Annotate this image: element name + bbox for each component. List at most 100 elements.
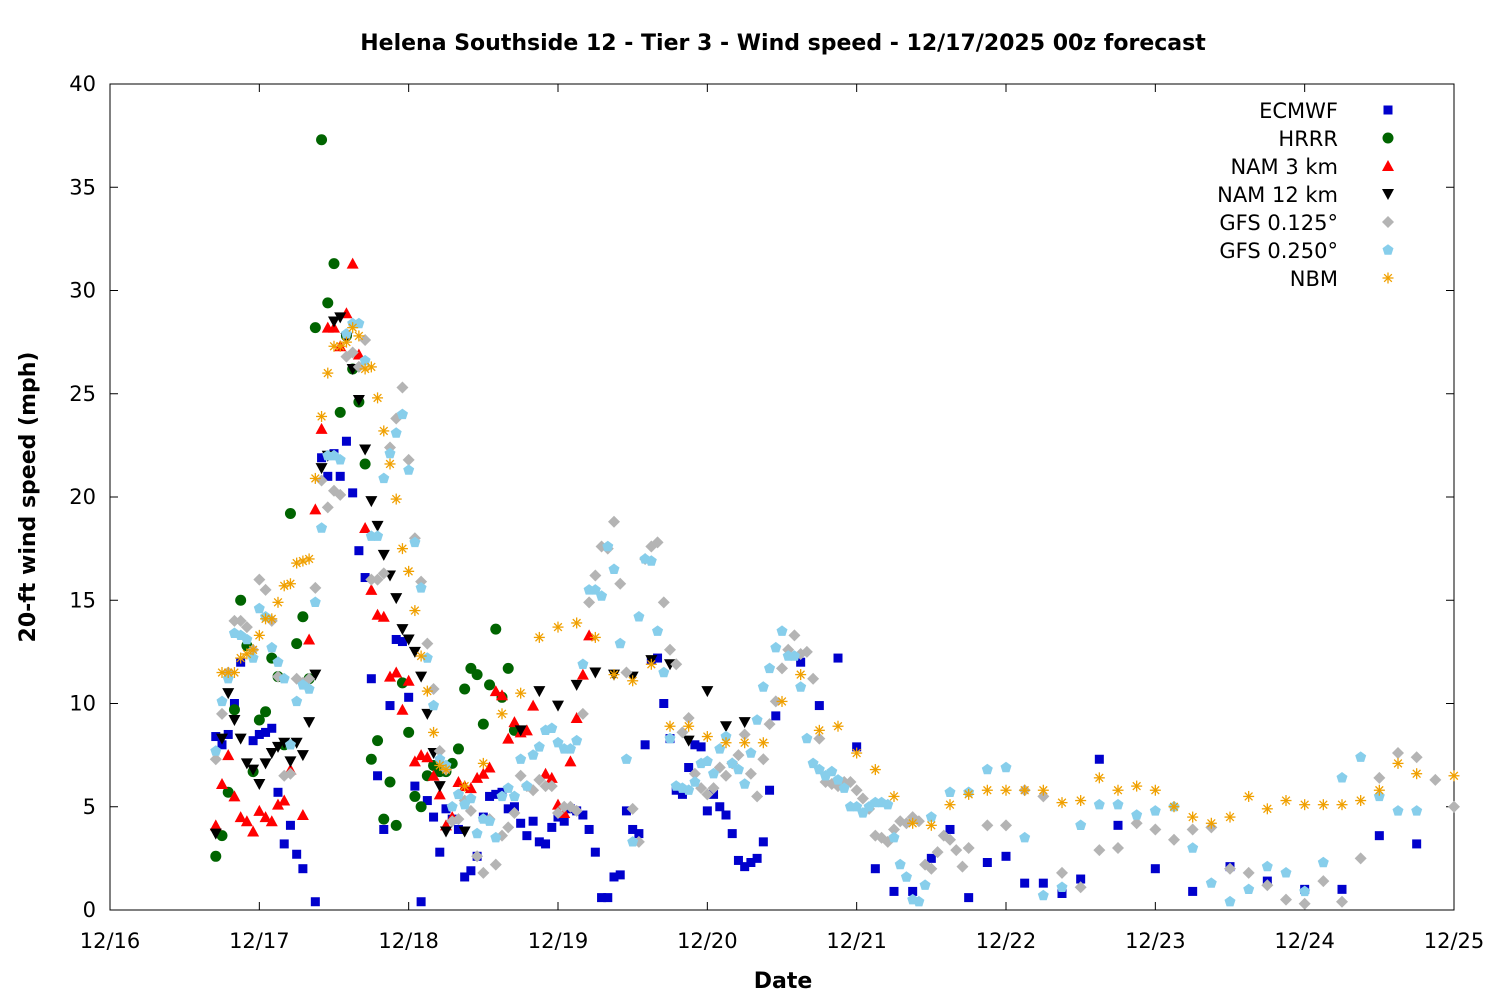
- data-point: [764, 662, 776, 674]
- data-point: [981, 819, 994, 832]
- legend-label: GFS 0.125°: [1219, 211, 1338, 235]
- data-point: [228, 790, 241, 802]
- data-point: [477, 767, 490, 779]
- data-point: [732, 749, 745, 762]
- data-point: [1299, 799, 1311, 811]
- data-point: [795, 669, 807, 681]
- data-point: [776, 625, 788, 636]
- data-point: [328, 258, 340, 270]
- data-point: [626, 802, 639, 815]
- data-point: [533, 631, 545, 643]
- data-point: [925, 811, 937, 822]
- data-point: [962, 842, 975, 855]
- data-point: [690, 740, 700, 750]
- data-point: [377, 610, 390, 622]
- data-point: [583, 596, 596, 609]
- data-point: [726, 757, 738, 769]
- series-hrrr: [210, 134, 520, 862]
- data-point: [1224, 862, 1236, 875]
- data-point: [378, 472, 390, 484]
- data-point: [615, 870, 625, 880]
- data-point: [428, 699, 440, 711]
- data-point: [576, 707, 589, 720]
- data-point: [322, 367, 334, 379]
- data-point: [926, 853, 936, 863]
- data-point: [466, 866, 476, 876]
- data-point: [1038, 878, 1048, 888]
- data-point: [850, 784, 863, 797]
- y-axis-label: 20-ft wind speed (mph): [16, 352, 41, 643]
- data-point: [267, 723, 277, 733]
- data-point: [807, 757, 819, 769]
- data-point: [1020, 878, 1030, 888]
- data-point: [739, 737, 751, 749]
- data-point: [688, 767, 701, 780]
- data-point: [1112, 842, 1124, 855]
- data-point: [795, 681, 807, 692]
- data-point: [396, 703, 409, 715]
- data-point: [570, 804, 583, 817]
- data-point: [628, 824, 638, 834]
- data-point: [1188, 886, 1198, 896]
- data-point: [235, 652, 247, 664]
- data-point: [720, 737, 732, 749]
- data-point: [209, 819, 222, 831]
- data-point: [303, 683, 315, 694]
- data-point: [335, 471, 345, 481]
- data-point: [396, 381, 409, 394]
- data-point: [483, 761, 496, 773]
- data-point: [826, 765, 838, 777]
- data-point: [272, 741, 284, 753]
- data-point: [869, 764, 881, 776]
- data-point: [738, 717, 751, 729]
- data-point: [851, 801, 863, 812]
- data-point: [460, 872, 470, 882]
- data-point: [558, 800, 571, 813]
- data-point: [1373, 771, 1386, 784]
- data-point: [701, 755, 713, 766]
- data-point: [229, 699, 239, 708]
- data-point: [247, 652, 259, 663]
- data-point: [421, 751, 434, 763]
- data-point: [365, 361, 377, 373]
- data-point: [296, 750, 309, 762]
- legend-marker: [1383, 105, 1393, 115]
- data-point: [720, 730, 732, 742]
- data-point: [627, 836, 639, 847]
- data-point: [1317, 856, 1329, 868]
- data-point: [222, 749, 235, 761]
- data-point: [440, 826, 452, 838]
- data-point: [658, 666, 670, 678]
- data-point: [291, 695, 303, 707]
- data-point: [746, 858, 756, 868]
- data-point: [315, 463, 328, 475]
- data-point: [944, 833, 956, 846]
- data-point: [415, 671, 428, 683]
- data-point: [266, 641, 278, 653]
- x-tick-label: 12/21: [826, 929, 887, 953]
- plot-border: [109, 83, 1455, 911]
- data-point: [515, 753, 527, 764]
- data-point: [1187, 842, 1199, 853]
- data-point: [640, 740, 650, 750]
- data-point: [248, 736, 258, 746]
- data-point: [516, 818, 526, 828]
- data-point: [683, 784, 695, 795]
- data-point: [664, 643, 676, 656]
- data-point: [403, 565, 415, 577]
- data-point: [477, 866, 490, 879]
- data-point: [309, 322, 321, 334]
- data-point: [453, 824, 463, 834]
- data-point: [1113, 820, 1123, 830]
- data-point: [645, 658, 657, 670]
- data-point: [1131, 780, 1143, 792]
- data-point: [434, 759, 446, 771]
- data-point: [247, 764, 260, 776]
- data-point: [1093, 798, 1105, 810]
- data-point: [765, 785, 775, 795]
- data-point: [341, 436, 351, 446]
- data-point: [402, 453, 415, 466]
- data-point: [570, 679, 583, 691]
- data-point: [241, 633, 253, 645]
- data-point: [303, 633, 316, 645]
